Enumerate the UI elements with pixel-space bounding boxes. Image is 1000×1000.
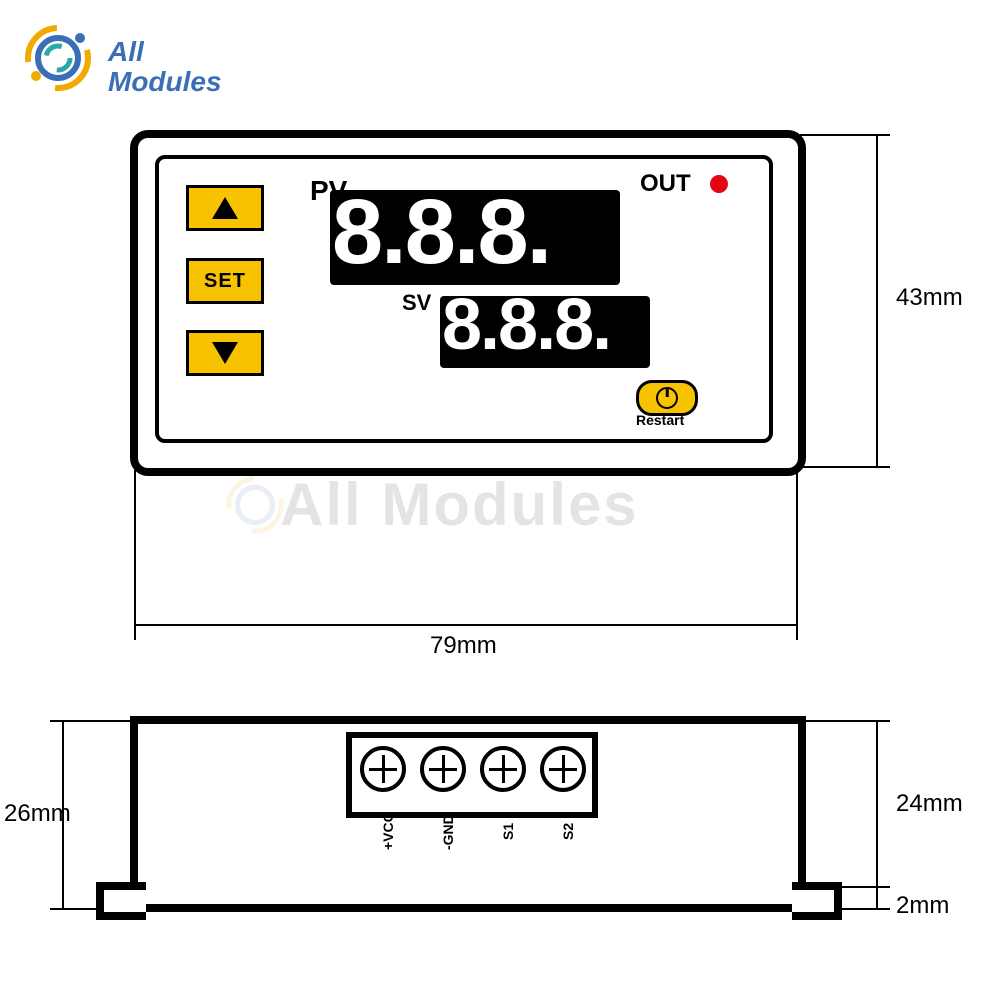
dim-line-vert <box>876 134 878 468</box>
terminal-screw-1 <box>360 746 406 792</box>
arrow-down-icon <box>212 342 238 364</box>
terminal-screw-2 <box>420 746 466 792</box>
dim-ext <box>50 908 100 910</box>
power-icon <box>656 387 678 409</box>
brand-text-1: All <box>108 36 144 68</box>
dim-front-width: 79mm <box>430 632 497 660</box>
brand-logo: All Modules <box>18 18 248 108</box>
watermark-text: All Modules <box>280 470 639 539</box>
arrow-up-icon <box>212 197 238 219</box>
sv-label: SV <box>402 290 431 316</box>
terminal-label-4: S2 <box>560 823 576 840</box>
dim-ext <box>838 886 890 888</box>
up-button[interactable] <box>186 185 264 231</box>
dim-flange: 2mm <box>896 892 949 920</box>
dim-depth-overall: 26mm <box>4 800 71 828</box>
side-flange-left <box>96 882 146 920</box>
dim-ext <box>796 470 798 640</box>
terminal-screw-4 <box>540 746 586 792</box>
brand-text-2: Modules <box>108 66 222 98</box>
terminal-screw-3 <box>480 746 526 792</box>
dim-line-horz <box>134 624 798 626</box>
dim-depth-inner: 24mm <box>896 790 963 818</box>
sv-display-value: 8.8.8. <box>442 284 610 366</box>
set-button-label: SET <box>204 270 246 293</box>
dim-front-height: 43mm <box>896 284 963 312</box>
terminal-label-2: -GND <box>440 814 456 850</box>
dim-line-vert <box>876 886 878 910</box>
down-button[interactable] <box>186 330 264 376</box>
out-led-icon <box>710 175 728 193</box>
out-label: OUT <box>640 170 691 198</box>
dim-ext <box>134 470 136 640</box>
restart-button-label: Restart <box>636 412 684 428</box>
restart-button[interactable] <box>636 380 698 416</box>
terminal-label-3: S1 <box>500 823 516 840</box>
dim-ext <box>838 908 890 910</box>
set-button[interactable]: SET <box>186 258 264 304</box>
dim-line-vert <box>876 720 878 888</box>
side-flange-right <box>792 882 842 920</box>
terminal-label-1: +VCC <box>380 812 396 850</box>
pv-display-value: 8.8.8. <box>332 180 550 285</box>
